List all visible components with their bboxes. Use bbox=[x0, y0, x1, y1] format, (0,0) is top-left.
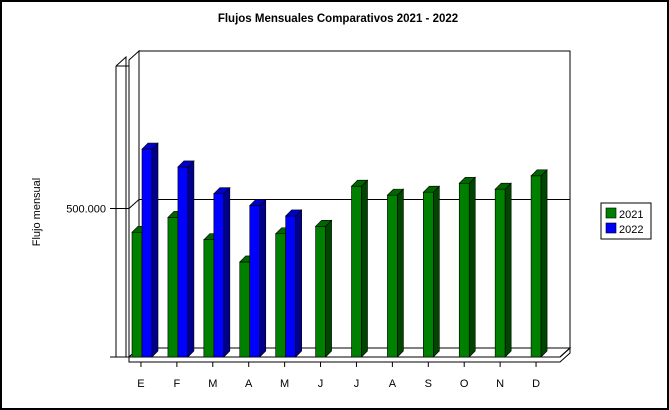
bar-2021-11 bbox=[530, 169, 548, 358]
bar-2022-0 bbox=[141, 142, 159, 358]
y-axis-label: Flujo mensual bbox=[31, 178, 43, 246]
bar-2021-7 bbox=[386, 188, 405, 358]
bar-2022-1 bbox=[177, 160, 195, 358]
bar-2021-6 bbox=[350, 179, 369, 358]
legend-label-2021: 2021 bbox=[619, 209, 643, 221]
x-tick-label: J bbox=[354, 378, 360, 390]
x-tick-label: O bbox=[460, 378, 469, 390]
x-tick-label: E bbox=[137, 378, 144, 390]
x-tick-label: D bbox=[532, 378, 540, 390]
x-tick-label: M bbox=[208, 378, 217, 390]
x-tick-label: M bbox=[280, 378, 289, 390]
y-axis-ticks: 500.000 bbox=[66, 204, 129, 216]
x-tick-label: J bbox=[318, 378, 324, 390]
x-tick-label: S bbox=[425, 378, 432, 390]
legend-swatch-2022 bbox=[605, 222, 617, 234]
bar-2021-10 bbox=[494, 182, 512, 358]
bar-2022-3 bbox=[249, 198, 267, 358]
y-tick-label: 500.000 bbox=[66, 204, 106, 216]
bar-2021-8 bbox=[422, 185, 441, 358]
bar-2021-5 bbox=[314, 219, 333, 358]
bars bbox=[131, 142, 548, 358]
legend-swatch-2021 bbox=[605, 207, 617, 219]
x-tick-label: A bbox=[245, 378, 253, 390]
x-tick-label: N bbox=[496, 378, 504, 390]
x-tick-label: F bbox=[174, 378, 181, 390]
gridline bbox=[128, 199, 140, 209]
bar-2022-2 bbox=[213, 186, 231, 358]
legend: 2021 2022 bbox=[600, 202, 652, 240]
bar-2021-9 bbox=[458, 176, 476, 358]
x-tick-label: A bbox=[389, 378, 397, 390]
chart-title: Flujos Mensuales Comparativos 2021 - 202… bbox=[218, 13, 458, 25]
bar-2022-4 bbox=[284, 209, 303, 358]
legend-label-2022: 2022 bbox=[619, 224, 643, 236]
